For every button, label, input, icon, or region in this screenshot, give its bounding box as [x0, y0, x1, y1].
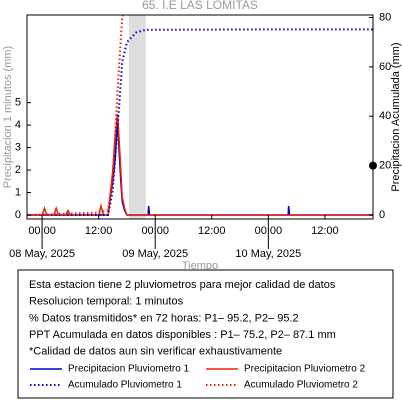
y2-tick-label: 80: [379, 11, 391, 23]
date-tick-label: 10 May, 2025: [235, 248, 301, 260]
series-line: [27, 28, 373, 216]
info-text: % Datos transmitidos* en 72 horas: P1– 9…: [29, 312, 299, 324]
y-tick-label: 1: [15, 186, 21, 198]
info-text: PPT Acumulada en datos disponibles : P1–…: [29, 329, 336, 341]
date-tick-label: 08 May, 2025: [9, 248, 75, 260]
y2-tick-label: 20: [379, 160, 391, 172]
series-line: [27, 120, 373, 216]
date-tick-label: 09 May, 2025: [122, 248, 188, 260]
legend-label: Precipitacion Pluviometro 1: [68, 364, 190, 375]
x-axis-label: Tiempo: [182, 260, 218, 272]
shaded-span: [128, 15, 146, 219]
x-tick-label: 12:00: [311, 225, 339, 237]
y2-tick-label: 0: [379, 209, 385, 221]
y-tick-label: 5: [15, 97, 21, 109]
series-line: [27, 15, 124, 216]
y-tick-label: 2: [15, 164, 21, 176]
x-tick-label: 12:00: [85, 225, 113, 237]
legend-label: Acumulado Pluviometro 1: [68, 380, 182, 391]
y-tick-label: 4: [15, 119, 21, 131]
plot-frame: [26, 14, 374, 220]
info-box: [17, 269, 394, 399]
plot-area: [27, 15, 373, 219]
legend-label: Precipitacion Pluviometro 2: [244, 364, 366, 375]
y2-axis-label: Precipitacion Acumulada (mm): [390, 42, 402, 191]
info-text: Esta estacion tiene 2 pluviometros para …: [29, 279, 336, 291]
chart-title: 65. I.E LAS LOMITAS: [142, 0, 258, 12]
y-tick-label: 0: [15, 209, 21, 221]
x-tick-label: 12:00: [198, 225, 226, 237]
y2-tick-label: 60: [379, 61, 391, 73]
y-axis-label: Precipitacion 1 minutos (mm): [2, 46, 14, 188]
y2-tick-label: 40: [379, 110, 391, 122]
series-line: [27, 113, 373, 216]
info-text: *Calidad de datos aun sin verificar exha…: [29, 346, 282, 358]
y-tick-label: 3: [15, 141, 21, 153]
y2-marker: [369, 161, 377, 170]
info-text: Resolucion temporal: 1 minutos: [29, 296, 184, 308]
legend-label: Acumulado Pluviometro 2: [244, 380, 358, 391]
